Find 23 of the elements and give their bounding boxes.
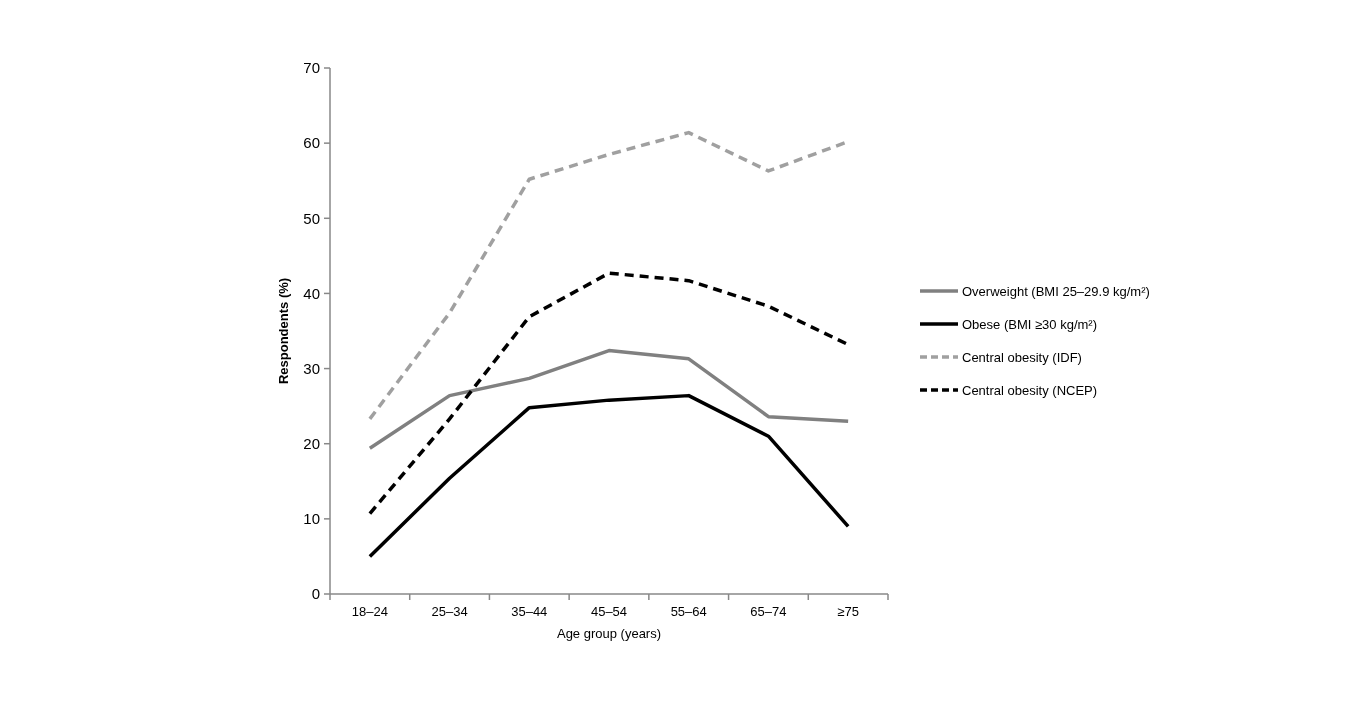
- legend-label: Obese (BMI ≥30 kg/m²): [962, 316, 1098, 332]
- y-tick-label: 50: [303, 209, 320, 227]
- x-tick-label: 65–74: [750, 604, 787, 619]
- y-tick-label: 10: [303, 510, 320, 528]
- y-tick-label: 40: [303, 284, 320, 302]
- legend-label: Central obesity (NCEP): [962, 382, 1098, 398]
- y-tick-label: 30: [303, 359, 320, 377]
- line-series: [368, 348, 850, 450]
- line-series: [368, 393, 850, 559]
- y-tick-label: 20: [303, 434, 320, 452]
- legend-label: Overweight (BMI 25–29.9 kg/m²): [962, 283, 1150, 299]
- x-tick-label: ≥75: [837, 604, 859, 619]
- legend-label: Central obesity (IDF): [962, 349, 1082, 365]
- x-tick-label: 18–24: [351, 604, 388, 619]
- y-tick-label: 60: [303, 134, 320, 152]
- y-tick-label: 70: [303, 59, 320, 77]
- y-axis-title: Respondents (%): [276, 277, 291, 385]
- x-tick-label: 35–44: [511, 604, 548, 619]
- x-axis-title: Age group (years): [556, 626, 662, 641]
- y-tick-label: 0: [311, 585, 320, 603]
- x-tick-label: 25–34: [431, 604, 468, 619]
- x-tick-label: 45–54: [590, 604, 628, 619]
- x-tick-label: 55–64: [670, 604, 707, 619]
